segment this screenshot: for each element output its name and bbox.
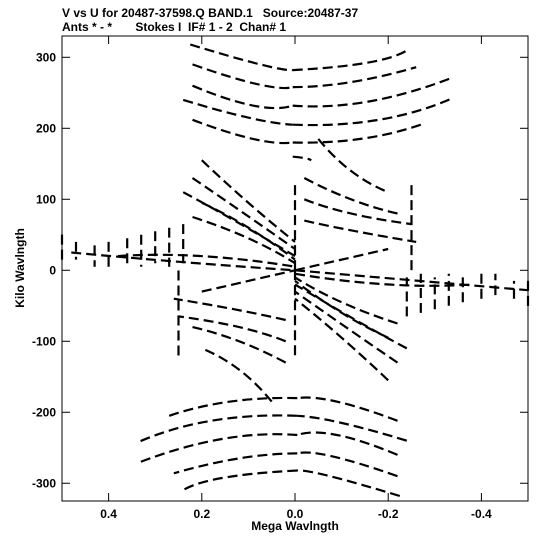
uv-track — [201, 269, 296, 293]
x-tick-label: -0.2 — [378, 507, 399, 521]
uv-track — [292, 123, 422, 144]
uv-track — [303, 198, 412, 226]
uv-track — [189, 43, 293, 72]
y-tick-label: 200 — [36, 121, 56, 135]
uv-track — [297, 414, 408, 442]
axis-ticks: 0.4 0.2 0.0 -0.2 -0.4 300 200 100 0 -100 -200 -300 — [32, 36, 528, 521]
x-axis-title: Mega Wavlngth — [251, 519, 339, 533]
x-tick-label: 0.2 — [193, 507, 210, 521]
uv-track — [191, 177, 296, 250]
uv-track — [192, 84, 294, 110]
uv-track — [292, 155, 312, 162]
y-tick-label: 0 — [49, 263, 56, 277]
x-tick-label: 0.0 — [287, 507, 304, 521]
uv-track — [292, 66, 417, 89]
uv-track — [136, 414, 298, 444]
y-axis-title: Kilo Wavlngth — [13, 228, 27, 308]
uv-track-group — [60, 43, 530, 498]
uv-track — [192, 326, 287, 364]
uv-track — [136, 433, 298, 465]
uv-track — [201, 201, 296, 261]
uv-track — [294, 297, 389, 382]
uv-track — [297, 396, 398, 422]
uv-track — [292, 47, 410, 72]
uv-track — [182, 191, 296, 258]
uv-track — [304, 219, 417, 243]
uv-track — [192, 118, 293, 145]
uv-track — [303, 177, 398, 215]
uv-track — [201, 159, 296, 243]
chart-subtitle: Ants * - * Stokes I IF# 1 - 2 Chan# 1 — [62, 20, 287, 34]
uv-track — [294, 272, 473, 287]
uv-track — [294, 247, 389, 272]
uv-track — [180, 469, 298, 493]
y-tick-label: -200 — [32, 405, 56, 419]
uv-track — [178, 315, 287, 343]
y-tick-label: -300 — [32, 476, 56, 490]
y-tick-label: 300 — [36, 50, 56, 64]
uv-track — [297, 451, 398, 478]
uv-track — [292, 96, 454, 127]
uv-track — [117, 253, 296, 268]
uv-track — [201, 347, 273, 403]
y-tick-label: 100 — [36, 192, 56, 206]
uv-track — [192, 63, 294, 90]
uv-track — [292, 76, 454, 108]
uv-track — [294, 269, 529, 292]
uv-track — [294, 283, 408, 350]
uv-track — [294, 290, 399, 364]
uv-track — [297, 469, 401, 498]
y-tick-label: -100 — [32, 334, 56, 348]
uv-track — [168, 396, 298, 417]
uv-track — [294, 280, 389, 339]
x-tick-label: 0.4 — [100, 507, 117, 521]
uv-track — [173, 297, 286, 322]
uv-track — [182, 98, 293, 126]
uv-track — [173, 452, 298, 475]
uv-track — [317, 138, 389, 194]
chart-title: V vs U for 20487-37598.Q BAND.1 Source:2… — [62, 6, 359, 20]
uv-track — [71, 251, 296, 272]
uv-track — [296, 431, 398, 456]
x-tick-label: -0.4 — [471, 507, 492, 521]
